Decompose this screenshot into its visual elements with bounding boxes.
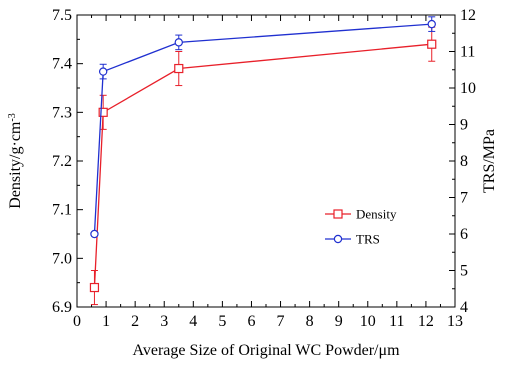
plot-frame — [76, 14, 456, 308]
y-right-tick-label: 9 — [460, 117, 468, 134]
x-tick-label: 8 — [306, 313, 314, 330]
y-left-tick-label: 6.9 — [52, 299, 72, 316]
y-left-tick-label: 7.0 — [52, 250, 72, 267]
x-tick-label: 2 — [131, 313, 139, 330]
x-tick-label: 4 — [189, 313, 197, 330]
y-right-tick-labels: 4 5 6 7 8 9 10 11 12 — [460, 7, 476, 316]
y-right-tick-label: 8 — [460, 153, 468, 170]
y-left-tick-label: 7.3 — [52, 104, 72, 121]
x-tick-labels: 0 1 2 3 4 5 6 7 8 9 10 11 12 13 — [73, 313, 463, 330]
legend-label-density: Density — [356, 207, 397, 222]
series-line-density — [93, 43, 432, 288]
y-right-tick-label: 11 — [460, 44, 475, 61]
legend-marker-trs — [333, 234, 343, 244]
data-point-density — [174, 63, 184, 74]
x-tick-label: 3 — [160, 313, 168, 330]
y-right-tick-label: 5 — [460, 263, 468, 280]
y-right-axis-title: TRS/MPa — [481, 129, 498, 193]
data-point-density — [89, 282, 100, 293]
legend-label-trs: TRS — [356, 232, 380, 247]
data-point-density — [427, 39, 437, 49]
x-tick-label: 1 — [102, 313, 110, 330]
y-left-tick-label: 7.2 — [52, 153, 72, 170]
data-point-trs — [98, 67, 108, 76]
x-tick-label: 5 — [218, 313, 226, 330]
x-tick-label: 10 — [360, 313, 376, 330]
x-tick-label: 7 — [277, 313, 285, 330]
legend-marker-density — [333, 209, 343, 219]
x-tick-label: 9 — [335, 313, 343, 330]
y-right-tick-label: 7 — [460, 190, 468, 207]
y-right-tick-label: 6 — [460, 226, 468, 243]
x-tick-label: 11 — [389, 313, 404, 330]
x-tick-label: 6 — [247, 313, 255, 330]
series-line-trs — [93, 23, 432, 235]
data-point-density — [98, 107, 108, 117]
y-left-tick-labels: 6.9 7.0 7.1 7.2 7.3 7.4 7.5 — [52, 7, 72, 316]
y-left-tick-label: 7.4 — [52, 56, 72, 73]
y-right-tick-label: 4 — [460, 299, 468, 316]
data-point-trs — [174, 38, 183, 47]
legend: Density TRS — [325, 207, 397, 247]
x-tick-label: 13 — [447, 313, 463, 330]
y-right-tick-label: 10 — [460, 80, 476, 97]
y-left-tick-label: 7.5 — [52, 7, 72, 24]
y-left-axis-title-sup: -3 — [7, 113, 18, 121]
y-left-axis-title-unit: cm — [7, 121, 24, 141]
axes-ticks — [76, 14, 456, 308]
data-point-trs — [90, 229, 99, 239]
data-point-trs — [427, 19, 436, 29]
series-layer — [89, 16, 437, 306]
y-left-axis-title: Density/g·cm-3 — [7, 113, 25, 208]
y-left-tick-label: 7.1 — [52, 202, 72, 219]
x-tick-label: 0 — [73, 313, 81, 330]
x-tick-label: 12 — [418, 313, 434, 330]
y-right-tick-label: 12 — [460, 7, 476, 24]
x-axis-title: Average Size of Original WC Powder/μm — [132, 342, 400, 359]
y-left-axis-title-main: Density/g — [7, 147, 24, 209]
y-left-axis-title-dot: · — [7, 141, 24, 146]
